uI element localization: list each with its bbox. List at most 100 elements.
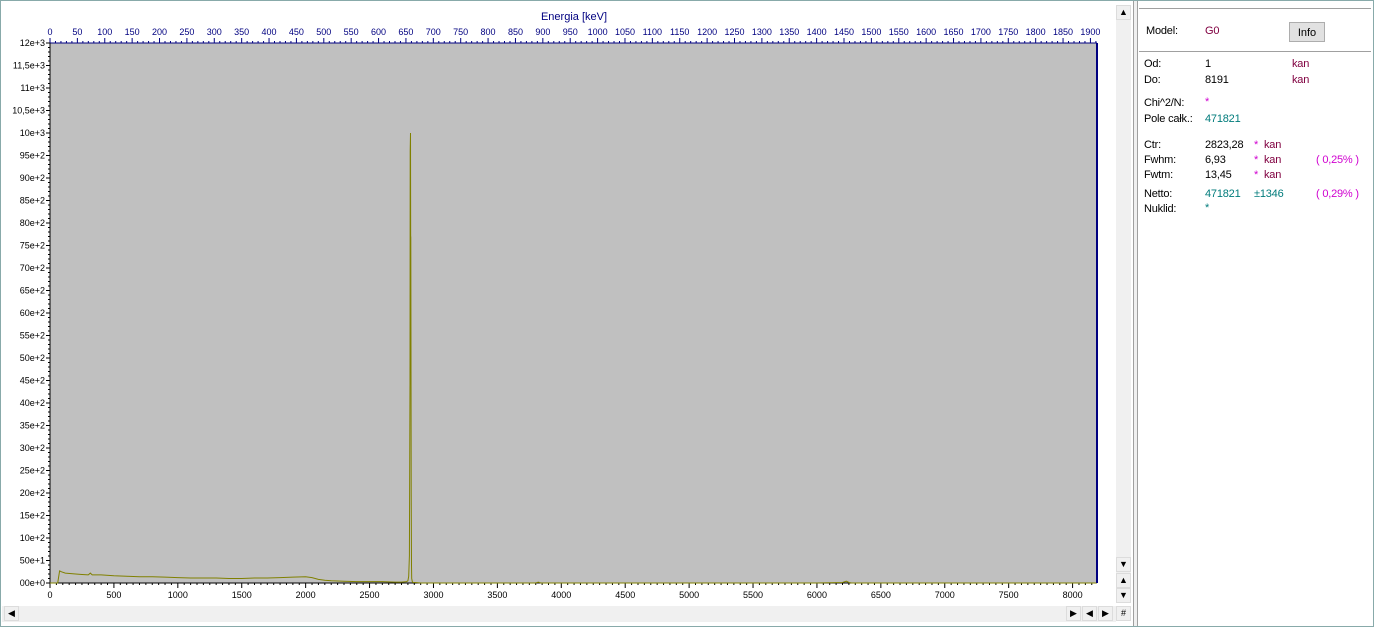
bottom-tick-label: 1500 bbox=[232, 590, 252, 600]
bottom-tick-label: 500 bbox=[106, 590, 121, 600]
top-tick-label: 400 bbox=[262, 27, 277, 37]
vertical-scrollbar[interactable]: ▲ ▼ ▲ ▼ bbox=[1116, 5, 1131, 603]
top-tick-label: 1200 bbox=[697, 27, 717, 37]
top-tick-label: 550 bbox=[344, 27, 359, 37]
left-tick-label: 15e+2 bbox=[20, 511, 45, 521]
pole-label: Pole całk.: bbox=[1144, 113, 1193, 125]
top-tick-label: 800 bbox=[481, 27, 496, 37]
spectrum-series-line bbox=[50, 132, 1097, 584]
reset-view-button[interactable]: # bbox=[1116, 606, 1131, 621]
left-tick-label: 10e+2 bbox=[20, 533, 45, 543]
bottom-tick-label: 3500 bbox=[487, 590, 507, 600]
top-tick-label: 300 bbox=[207, 27, 222, 37]
top-tick-label: 700 bbox=[426, 27, 441, 37]
top-tick-label: 1800 bbox=[1026, 27, 1046, 37]
top-tick-label: 1850 bbox=[1053, 27, 1073, 37]
ctr-label: Ctr: bbox=[1144, 139, 1161, 151]
top-tick-label: 500 bbox=[316, 27, 331, 37]
netto-value: 471821 bbox=[1205, 188, 1241, 200]
left-tick-label: 85e+2 bbox=[20, 196, 45, 206]
top-tick-label: 50 bbox=[72, 27, 82, 37]
scroll-up-button[interactable]: ▲ bbox=[1116, 5, 1131, 20]
top-tick-label: 1300 bbox=[752, 27, 772, 37]
top-tick-label: 1250 bbox=[724, 27, 744, 37]
bottom-axis: 0 500 1000 1500 2000 2500 3000 3500 4000 4500 5000… bbox=[47, 582, 1097, 600]
bottom-tick-label: 7000 bbox=[935, 590, 955, 600]
bottom-tick-label: 1000 bbox=[168, 590, 188, 600]
top-tick-label: 1500 bbox=[861, 27, 881, 37]
bottom-tick-label: 3000 bbox=[423, 590, 443, 600]
left-tick-label: 25e+2 bbox=[20, 466, 45, 476]
top-tick-label: 100 bbox=[97, 27, 112, 37]
bottom-tick-label: 0 bbox=[47, 590, 52, 600]
left-tick-label: 00e+0 bbox=[20, 578, 45, 588]
top-tick-label: 1350 bbox=[779, 27, 799, 37]
do-value: 8191 bbox=[1205, 74, 1229, 86]
fwhm-value: 6,93 bbox=[1205, 154, 1226, 166]
left-tick-label: 65e+2 bbox=[20, 286, 45, 296]
fwtm-label: Fwtm: bbox=[1144, 169, 1173, 181]
top-tick-label: 250 bbox=[179, 27, 194, 37]
left-tick-label: 12e+3 bbox=[20, 38, 45, 48]
scroll-right-button[interactable]: ▶ bbox=[1066, 606, 1081, 621]
top-tick-label: 150 bbox=[125, 27, 140, 37]
top-tick-label: 1900 bbox=[1080, 27, 1100, 37]
scroll-down-button[interactable]: ▼ bbox=[1116, 557, 1131, 572]
left-tick-label: 11,5e+3 bbox=[13, 61, 45, 71]
left-tick-label: 50e+1 bbox=[20, 556, 45, 566]
top-tick-label: 1100 bbox=[643, 27, 662, 37]
top-tick-label: 1050 bbox=[615, 27, 635, 37]
top-tick-label: 1700 bbox=[971, 27, 991, 37]
top-tick-label: 1000 bbox=[588, 27, 608, 37]
spectrum-chart[interactable]: Energia [keV] 0 50 100 150 200 250 300 350 400 45… bbox=[2, 2, 1115, 602]
top-tick-label: 200 bbox=[152, 27, 167, 37]
panel-splitter[interactable] bbox=[1133, 0, 1138, 627]
bottom-tick-label: 5500 bbox=[743, 590, 763, 600]
left-tick-label: 10e+3 bbox=[20, 128, 45, 138]
zoom-up-button[interactable]: ▲ bbox=[1116, 573, 1131, 588]
top-tick-label: 600 bbox=[371, 27, 386, 37]
od-unit: kan bbox=[1292, 58, 1310, 70]
bottom-tick-label: 8000 bbox=[1063, 590, 1083, 600]
horizontal-scrollbar[interactable]: ◀ ▶ ◀ ▶ # bbox=[2, 606, 1131, 622]
left-axis: 00e+0 50e+1 10e+2 15e+2 20e+2 25e+2 30e+2 35e+2… bbox=[12, 38, 51, 588]
fwhm-error: * bbox=[1254, 154, 1259, 166]
model-value: G0 bbox=[1205, 25, 1220, 37]
ctr-value: 2823,28 bbox=[1205, 139, 1244, 151]
od-value: 1 bbox=[1205, 58, 1211, 70]
top-tick-label: 350 bbox=[234, 27, 249, 37]
left-tick-label: 30e+2 bbox=[20, 443, 45, 453]
left-tick-label: 40e+2 bbox=[20, 398, 45, 408]
fwtm-value: 13,45 bbox=[1205, 169, 1232, 181]
left-tick-label: 90e+2 bbox=[20, 173, 45, 183]
ctr-unit: kan bbox=[1264, 139, 1282, 151]
plot-area bbox=[50, 43, 1097, 583]
od-label: Od: bbox=[1144, 58, 1162, 70]
chi-label: Chi^2/N: bbox=[1144, 97, 1185, 109]
ctr-error: * bbox=[1254, 139, 1259, 151]
fwhm-percent: ( 0,25% ) bbox=[1316, 154, 1359, 166]
top-axis-title: Energia [keV] bbox=[541, 11, 607, 23]
chart-svg: Energia [keV] 0 50 100 150 200 250 300 350 400 45… bbox=[12, 11, 1100, 600]
chi-value: * bbox=[1205, 96, 1210, 108]
left-tick-label: 75e+2 bbox=[20, 241, 45, 251]
top-tick-label: 950 bbox=[563, 27, 578, 37]
info-button[interactable]: Info bbox=[1289, 22, 1325, 42]
bottom-tick-label: 6000 bbox=[807, 590, 827, 600]
scroll-left-button[interactable]: ◀ bbox=[4, 606, 19, 621]
top-tick-label: 900 bbox=[535, 27, 550, 37]
netto-percent: ( 0,29% ) bbox=[1316, 188, 1359, 200]
zoom-down-button[interactable]: ▼ bbox=[1116, 588, 1131, 603]
do-unit: kan bbox=[1292, 74, 1310, 86]
pole-value: 471821 bbox=[1205, 113, 1241, 125]
left-tick-label: 10,5e+3 bbox=[12, 106, 45, 116]
zoom-left-button[interactable]: ◀ bbox=[1082, 606, 1097, 621]
top-tick-label: 1550 bbox=[889, 27, 909, 37]
left-tick-label: 11e+3 bbox=[20, 83, 45, 93]
netto-error: ±1346 bbox=[1254, 188, 1284, 200]
top-tick-label: 750 bbox=[453, 27, 468, 37]
zoom-right-button[interactable]: ▶ bbox=[1098, 606, 1113, 621]
top-tick-label: 0 bbox=[47, 27, 52, 37]
fwhm-unit: kan bbox=[1264, 154, 1282, 166]
top-tick-label: 1600 bbox=[916, 27, 936, 37]
